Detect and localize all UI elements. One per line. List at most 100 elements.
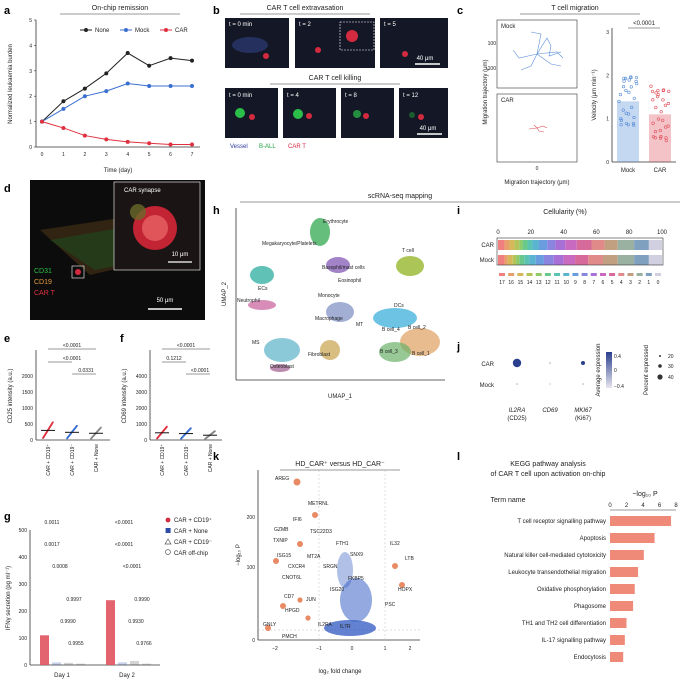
g-bar <box>52 662 61 665</box>
f-plot-dot <box>181 436 183 439</box>
i-key-label: 15 <box>518 280 524 286</box>
k-gene: GNLY <box>263 622 277 628</box>
c-dot <box>627 90 631 94</box>
e-plot-dot <box>50 423 53 426</box>
d-image <box>30 180 205 320</box>
e-ylabel: CD25 intensity (a.u.) <box>8 369 14 424</box>
svg-text:100: 100 <box>247 565 256 571</box>
a-point <box>190 58 194 63</box>
a-point <box>147 63 152 68</box>
h-ylabel: UMAP_2 <box>222 281 228 306</box>
i-key-swatch <box>563 273 570 276</box>
h-label-bcell4: B cell_4 <box>382 327 400 333</box>
c-dot <box>653 130 658 134</box>
i-segment <box>617 255 635 265</box>
i-key-swatch <box>599 273 606 276</box>
k-gene: FTH1 <box>336 541 349 547</box>
g-ylabel: IFNγ secretion (pg ml⁻¹) <box>6 566 12 630</box>
l-xlabel: −log₁₀ P <box>632 491 658 498</box>
j-dots <box>512 358 585 385</box>
d-synapse-label: CAR synapse <box>124 188 161 194</box>
c-dot <box>622 79 626 83</box>
i-key-label: 6 <box>602 280 605 286</box>
h-cluster-labels: Erythrocyte Megakaryocyte/Platelets T ce… <box>237 219 430 370</box>
f-cat-3: CAR + None <box>208 444 214 472</box>
c-dot <box>632 123 636 127</box>
l-term-label: Endocytosis <box>574 655 606 661</box>
i-segment <box>527 240 533 250</box>
i-key-label: 14 <box>527 280 533 286</box>
h-umap <box>235 208 445 381</box>
h-label-eosinophil: Eosinophil <box>338 278 361 284</box>
i-key-swatch <box>554 273 561 276</box>
a-point <box>190 84 194 89</box>
i-key-swatch <box>499 273 505 276</box>
j-avg-label: Average expression <box>596 344 602 397</box>
i-tick: 60 <box>593 230 600 236</box>
c-dot <box>626 112 631 116</box>
a-xtick: 6 <box>169 152 172 158</box>
k-gene: ISG20 <box>330 587 344 593</box>
c-tick: -100 <box>486 66 496 72</box>
l-bar <box>610 550 644 560</box>
l-tick: 2 <box>625 503 629 509</box>
a-xtick: 4 <box>126 152 129 158</box>
f-plot-dot <box>213 430 216 433</box>
a-point <box>168 84 173 89</box>
k-xlabel: log₂ fold change <box>318 669 362 675</box>
f-plot-dot <box>205 437 207 440</box>
h-label-ms: MS <box>252 340 260 346</box>
e-plot-tick: 1500 <box>22 390 33 396</box>
i-key-label: 16 <box>508 280 514 286</box>
c-dot <box>661 98 665 102</box>
j-sub-cd25: (CD25) <box>507 416 526 422</box>
i-key-swatch <box>636 273 643 276</box>
i-segment <box>648 240 662 250</box>
c-ylabel: Migration trajectory (μm) <box>483 59 489 124</box>
f-plot-dot <box>157 436 159 439</box>
h-xlabel: UMAP_1 <box>328 394 353 400</box>
a-point <box>61 125 66 130</box>
a-point <box>125 51 130 56</box>
k-gene: GZMB <box>274 527 289 533</box>
a-point <box>147 84 152 89</box>
k-gene: IL2RA <box>318 622 333 628</box>
f-plot-dot <box>187 430 190 432</box>
f-plot-dot <box>182 435 185 438</box>
g-p2-2: <0.0001 <box>115 542 133 548</box>
panel-l-letter: l <box>457 451 460 463</box>
i-key-swatch <box>572 273 579 276</box>
a-xtick: 7 <box>191 152 194 158</box>
g-tick: 400 <box>19 555 28 561</box>
panel-b-title2: CAR T cell killing <box>309 75 362 82</box>
i-cluster-key: 17 16 15 14 13 12 11 10 9 8 7 6 5 4 3 2 1 0 <box>499 273 661 286</box>
h-label-dcs: DCs <box>394 303 404 309</box>
e-plot-dot <box>97 429 100 432</box>
k-gene: IL7R <box>340 624 351 630</box>
k-gene: JUN <box>306 597 316 603</box>
c-xlabel: Migration trajectory (μm) <box>504 180 569 186</box>
panel-k-letter: k <box>213 451 220 463</box>
panel-a-letter: a <box>4 5 11 17</box>
l-title1: KEGG pathway analysis <box>510 461 586 468</box>
i-title: Cellularity (%) <box>543 209 587 216</box>
j-row-mock: Mock <box>480 383 495 389</box>
svg-text:0: 0 <box>351 646 354 652</box>
i-key-label: 12 <box>545 280 551 286</box>
c-dot <box>629 75 633 79</box>
g-bar <box>64 662 73 665</box>
panel-a-legend: None Mock CAR <box>80 28 188 34</box>
i-key-swatch <box>590 273 597 276</box>
i-key-swatch <box>581 273 588 276</box>
panel-b-letter: b <box>213 5 220 17</box>
c-car-trajectories <box>528 124 548 133</box>
e-plot-dot <box>45 431 48 434</box>
i-key-label: 8 <box>583 280 586 286</box>
i-key-swatch <box>508 273 515 276</box>
c-dot <box>659 134 663 139</box>
i-segment <box>507 255 513 265</box>
k-gene: SNX9 <box>350 552 363 558</box>
i-row-mock: Mock <box>480 258 495 264</box>
k-gene: IL32 <box>390 541 400 547</box>
